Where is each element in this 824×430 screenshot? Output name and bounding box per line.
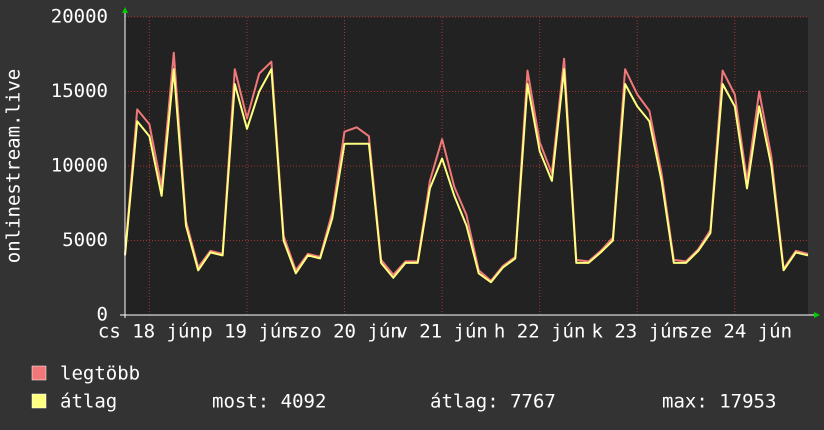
- axis-arrow: [814, 312, 820, 318]
- y-tick-label: 15000: [51, 80, 108, 102]
- plot-area: [125, 17, 808, 315]
- x-tick-label: p 19 jún: [201, 321, 293, 343]
- y-tick-label: 0: [97, 304, 108, 326]
- x-tick-label: szo 20 jún: [287, 321, 401, 343]
- x-tick-label: sze 24 jún: [678, 321, 792, 343]
- x-tick-label: cs 18 jún: [98, 321, 201, 343]
- summary-average: átlag: 7767: [430, 391, 556, 413]
- legend-label: átlag: [60, 391, 117, 413]
- y-axis-label: onlinestream.live: [3, 69, 25, 263]
- legend-label: legtöbb: [60, 363, 140, 385]
- x-tick-label: k 23 jún: [591, 321, 683, 343]
- x-tick-label: v 21 jún: [396, 321, 488, 343]
- legend-swatch: [31, 393, 47, 409]
- y-tick-label: 10000: [51, 155, 108, 177]
- y-tick-label: 20000: [51, 6, 108, 28]
- legend-swatch: [31, 365, 47, 381]
- summary-current: most: 4092: [212, 391, 326, 413]
- x-tick-label: h 22 jún: [494, 321, 586, 343]
- axis-arrow: [122, 7, 128, 13]
- series-line: [124, 68, 809, 284]
- series-line: [124, 51, 809, 282]
- y-tick-label: 5000: [62, 229, 108, 251]
- summary-max: max: 17953: [662, 391, 776, 413]
- series: [124, 51, 809, 284]
